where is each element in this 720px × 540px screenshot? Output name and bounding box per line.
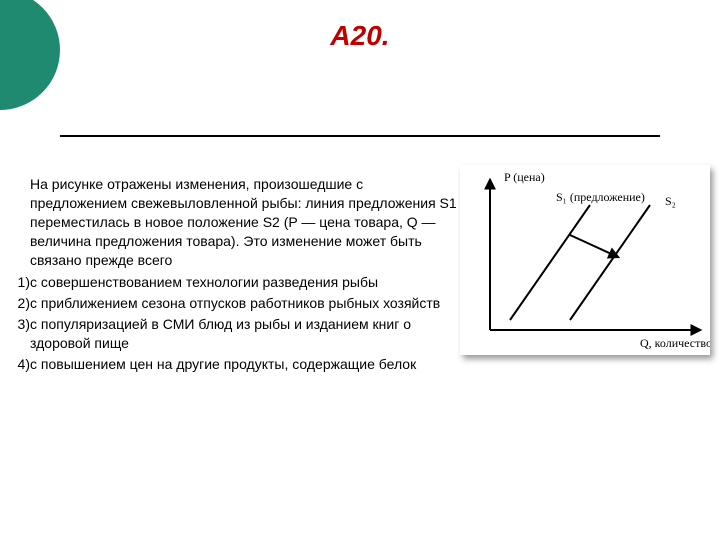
svg-text:P (цена): P (цена) [504, 170, 545, 184]
supply-chart-svg: P (цена) Q, количество S₁ (предложение) S₂ [460, 165, 710, 355]
answer-text: с приближением сезона отпусков работнико… [30, 295, 440, 311]
svg-text:S₁ (предложение): S₁ (предложение) [556, 190, 645, 204]
question-intro: На рисунке отражены изменения, произошед… [0, 175, 460, 269]
slide: А20. P (цена) Q, количество S₁ (предложени… [0, 0, 720, 540]
accent-circle [0, 0, 60, 110]
answer-number: 1) [2, 273, 30, 292]
supply-chart: P (цена) Q, количество S₁ (предложение) S₂ [460, 165, 710, 355]
title-underline [60, 135, 660, 137]
question-body: На рисунке отражены изменения, произошед… [0, 175, 460, 376]
answer-number: 2) [2, 294, 30, 313]
answer-option: 4)с повышением цен на другие продукты, с… [0, 355, 460, 374]
answer-text: с совершенствованием технологии разведен… [30, 274, 378, 290]
svg-text:S₂: S₂ [665, 194, 676, 208]
answer-option: 1)с совершенствованием технологии развед… [0, 273, 460, 292]
question-title: А20. [0, 20, 720, 52]
answer-text: с популяризацией в СМИ блюд из рыбы и из… [30, 316, 411, 351]
answer-option: 3)с популяризацией в СМИ блюд из рыбы и … [0, 315, 460, 353]
answer-option: 2)с приближением сезона отпусков работни… [0, 294, 460, 313]
answer-number: 4) [2, 355, 30, 374]
answers-list: 1)с совершенствованием технологии развед… [0, 273, 460, 373]
answer-text: с повышением цен на другие продукты, сод… [30, 356, 416, 372]
answer-number: 3) [2, 315, 30, 334]
svg-text:Q, количество: Q, количество [640, 336, 710, 350]
